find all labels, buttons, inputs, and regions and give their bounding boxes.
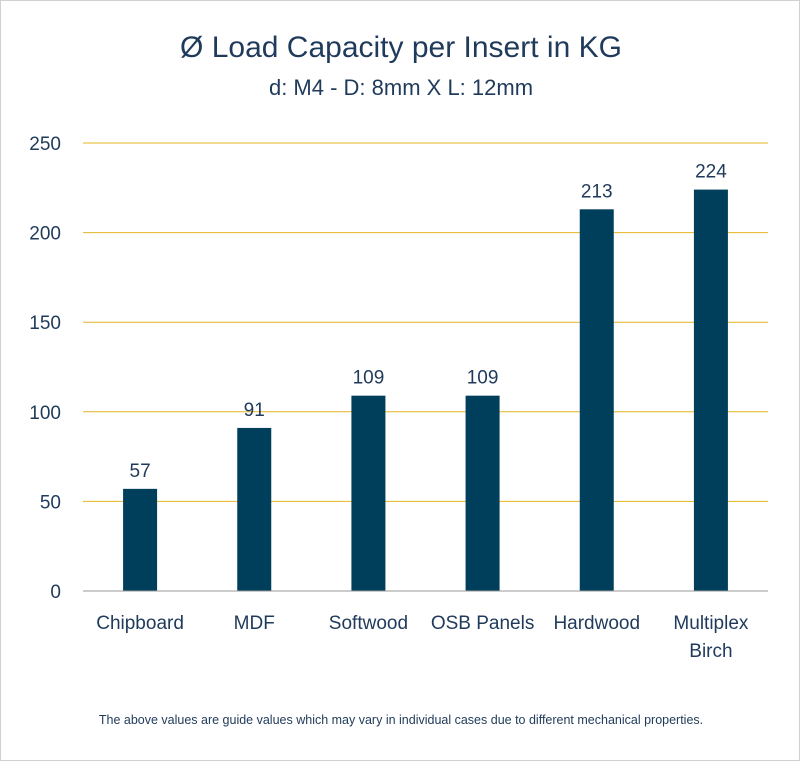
data-label: 91 [244,400,265,421]
bars [123,189,728,592]
data-label: 57 [130,461,151,482]
footnote: The above values are guide values which … [99,713,703,727]
x-tick-label: Multiplex [673,613,748,634]
bar [123,488,158,591]
bar [351,395,386,591]
chart-subtitle: d: M4 - D: 8mm X L: 12mm [269,75,533,100]
y-tick-label: 250 [29,134,61,155]
x-tick-label: Hardwood [553,613,640,634]
bar [693,189,728,592]
chart-title: Ø Load Capacity per Insert in KG [180,31,622,64]
x-tick-label: MDF [234,613,275,634]
y-tick-label: 100 [29,403,61,424]
data-label: 109 [353,368,385,389]
bar [465,395,500,591]
y-tick-label: 0 [50,582,61,603]
x-tick-label: OSB Panels [431,613,535,634]
data-label: 213 [581,181,613,202]
data-labels: 57 91 109 109 213 224 [130,162,728,482]
data-label: 109 [467,368,499,389]
x-axis-categories: Chipboard MDF Softwood OSB Panels Hardwood Mu… [96,613,749,662]
y-tick-label: 200 [29,224,61,245]
gridlines [83,142,768,502]
bar [237,427,272,591]
x-tick-label: Chipboard [96,613,184,634]
y-tick-label: 150 [29,313,61,334]
y-axis-ticks: 0 50 100 150 200 250 [29,134,61,603]
x-tick-label: Birch [689,641,732,662]
y-tick-label: 50 [40,492,61,513]
bar [579,209,614,591]
x-tick-label: Softwood [329,613,408,634]
data-label: 224 [695,162,727,183]
